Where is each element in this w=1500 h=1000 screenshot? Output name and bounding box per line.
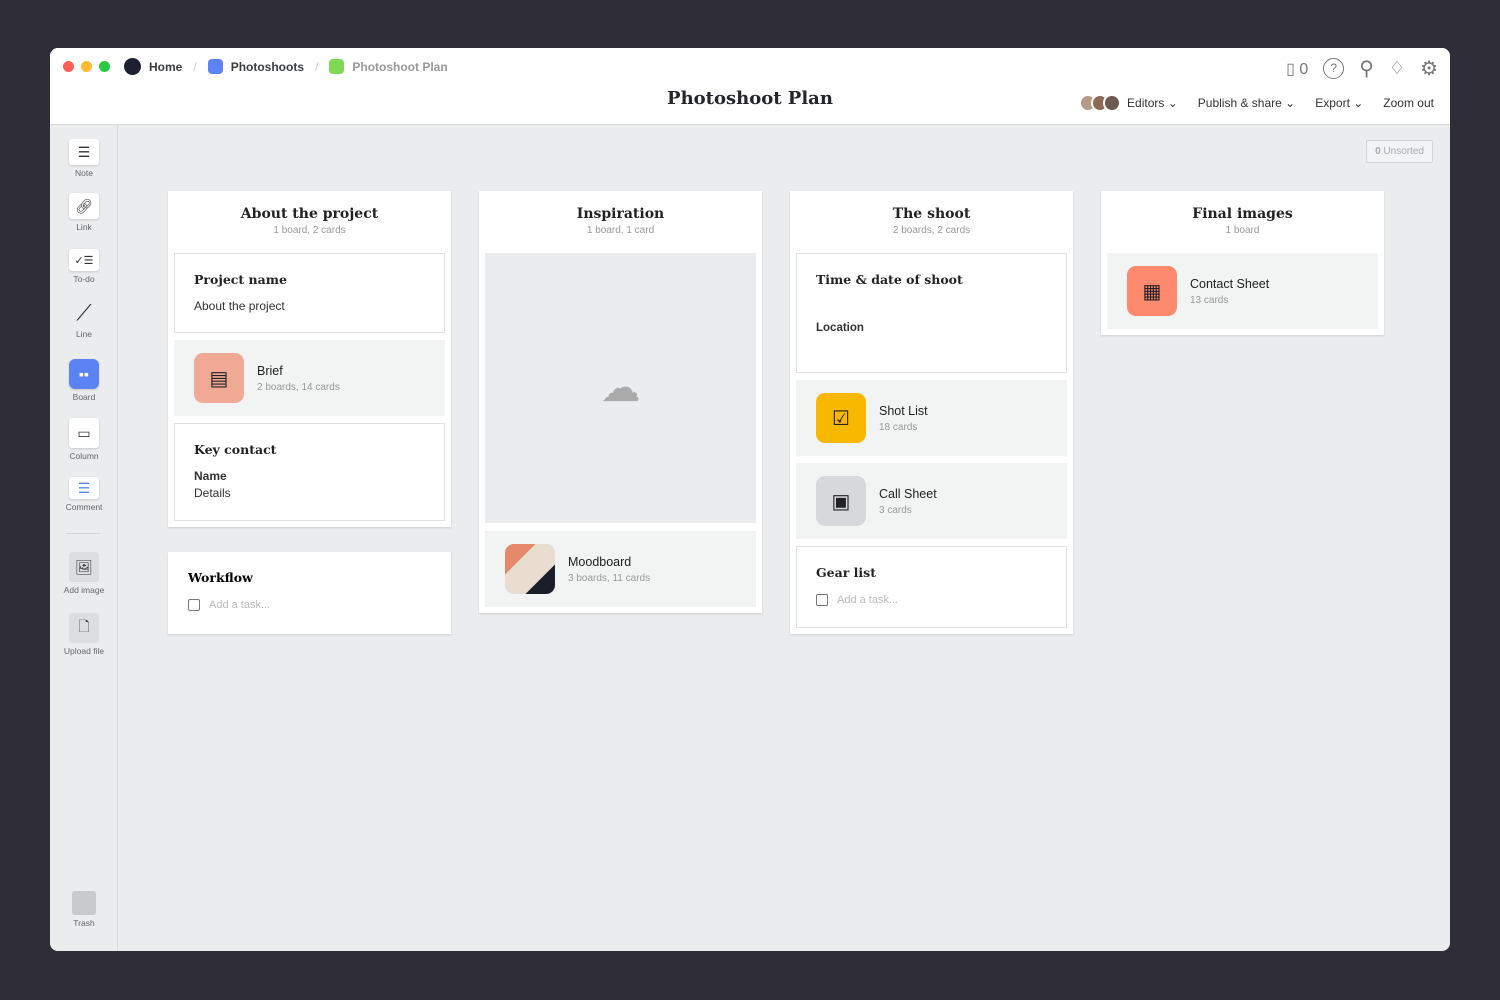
image-icon: 🖼︎ [69,552,99,582]
help-icon[interactable]: ? [1323,58,1345,79]
board-card-call-sheet[interactable]: ▣ Call Sheet 3 cards [796,463,1067,539]
breadcrumb-home[interactable]: Home [149,59,183,74]
trash-icon [72,891,96,915]
export-menu[interactable]: Export ⌄ [1315,96,1364,110]
mobile-icon[interactable]: ▯ 0 [1286,60,1309,78]
maximize-button[interactable] [99,61,110,72]
checkbox[interactable] [816,594,828,606]
app-window: Home / Photoshoots / Photoshoot Plan Pho… [50,48,1450,951]
link-icon: 🔗︎ [69,193,99,219]
note-card[interactable]: Key contact Name Details [174,423,445,521]
breadcrumb-current: Photoshoot Plan [352,59,448,74]
tool-note[interactable]: ☰ Note [50,139,118,178]
gear-icon[interactable]: ⚙ [1420,58,1438,80]
document-icon: ▤ [194,353,244,403]
tool-upload-file[interactable]: 🗋 Upload file [50,613,118,656]
search-icon[interactable]: ⚲ [1359,58,1374,80]
breadcrumb: Home / Photoshoots / Photoshoot Plan [124,58,448,75]
publish-share-menu[interactable]: Publish & share ⌄ [1197,96,1296,110]
close-button[interactable] [63,61,74,72]
milanote-logo-icon [124,58,141,75]
moodboard-thumbnail [505,544,555,594]
add-task-input[interactable]: Add a task... [209,599,271,611]
minimize-button[interactable] [81,61,92,72]
grid-icon: ▦ [1127,266,1177,316]
board-card-moodboard[interactable]: Moodboard 3 boards, 11 cards [485,531,756,607]
avatar [1103,94,1122,112]
board-card-contact-sheet[interactable]: ▦ Contact Sheet 13 cards [1107,253,1378,329]
column-the-shoot[interactable]: The shoot 2 boards, 2 cards Time & date o… [790,191,1073,634]
board-card-brief[interactable]: ▤ Brief 2 boards, 14 cards [174,340,445,416]
calendar-icon: ▣ [816,476,866,526]
clipboard-check-icon: ☑ [816,393,866,443]
device-count: 0 [1299,60,1309,78]
tool-add-image[interactable]: 🖼︎ Add image [50,552,118,595]
add-task-input[interactable]: Add a task... [837,594,899,606]
bell-icon[interactable]: ♢ [1388,58,1406,78]
trash[interactable]: Trash [50,891,118,928]
breadcrumb-photoshoots[interactable]: Photoshoots [230,59,305,74]
todo-workflow[interactable]: Workflow Add a task... [168,552,451,634]
column-icon: ▭ [69,418,99,448]
note-icon: ☰ [69,139,99,165]
board-icon: ▪▪ [69,359,99,389]
file-icon: 🗋 [69,613,99,643]
divider [67,533,100,534]
note-card[interactable]: Time & date of shoot Location [796,253,1067,373]
tool-todo[interactable]: ✓☰ To-do [50,249,118,284]
editors-menu[interactable]: Editors ⌄ [1079,94,1178,112]
column-final-images[interactable]: Final images 1 board ▦ Contact Sheet 13 car… [1101,191,1384,335]
unsorted-button[interactable]: 0 Unsorted [1366,140,1433,163]
header: Home / Photoshoots / Photoshoot Plan Pho… [50,48,1450,125]
line-icon: ⟋ [76,300,92,325]
column-title: About the project [240,206,379,222]
zoom-out-button[interactable]: Zoom out [1383,96,1434,110]
column-inspiration[interactable]: Inspiration 1 board, 1 card ☁ Moodboard 3 … [479,191,762,613]
tool-link[interactable]: 🔗︎ Link [50,193,118,232]
column-about[interactable]: About the project 1 board, 2 cards Projec… [168,191,451,527]
tool-board[interactable]: ▪▪ Board [50,359,118,402]
toolbar-sidebar: ☰ Note 🔗︎ Link ✓☰ To-do ⟋ Line ▪▪ Board ▭ Colu… [50,125,118,951]
note-card[interactable]: Project name About the project [174,253,445,333]
todo-icon: ✓☰ [69,249,99,271]
tool-column[interactable]: ▭ Column [50,418,118,461]
checkbox[interactable] [188,599,200,611]
page-title: Photoshoot Plan [667,88,833,109]
board-icon [329,59,345,74]
comment-icon: ☰ [69,477,99,499]
board-icon [207,59,223,74]
board-card-shot-list[interactable]: ☑ Shot List 18 cards [796,380,1067,456]
tool-comment[interactable]: ☰ Comment [50,477,118,512]
tool-line[interactable]: ⟋ Line [50,300,118,339]
column-subtitle: 1 board, 2 cards [273,225,346,236]
todo-gear-list[interactable]: Gear list Add a task... [796,546,1067,628]
upload-cloud-icon[interactable]: ☁ [485,253,756,523]
